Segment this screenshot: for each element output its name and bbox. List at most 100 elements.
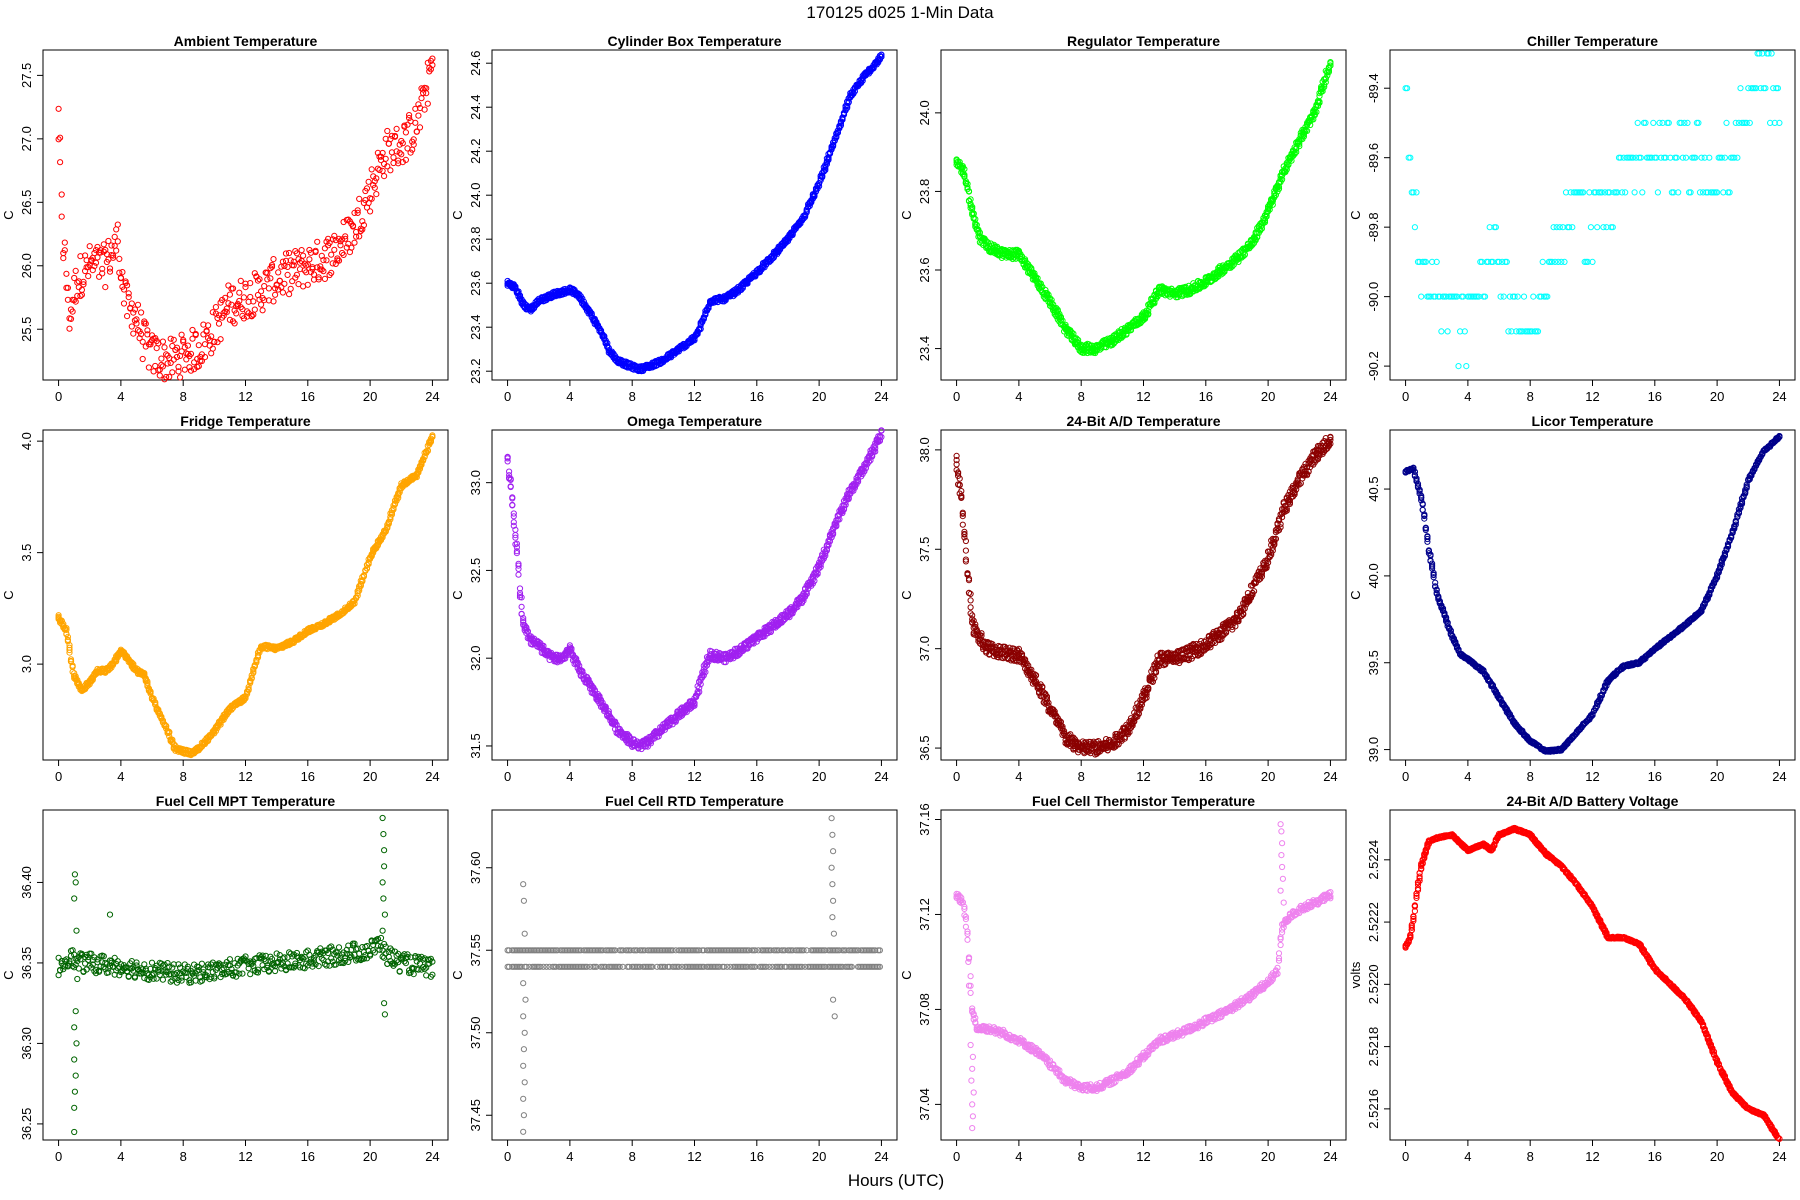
data-point [332, 260, 339, 267]
y-tick-label: -89.8 [1366, 212, 1381, 242]
x-tick-label: 20 [1710, 389, 1724, 404]
data-point [139, 338, 146, 345]
y-axis-label: C [450, 590, 465, 599]
data-point [71, 274, 78, 282]
x-tick-label: 8 [1527, 389, 1534, 404]
x-tick-label: 20 [363, 769, 377, 784]
data-point [240, 315, 247, 322]
data-point [181, 366, 188, 373]
x-tick-label: 24 [425, 389, 439, 404]
data-point [225, 300, 232, 307]
y-axis-label: C [899, 210, 914, 219]
x-tick-label: 0 [504, 389, 511, 404]
data-point [124, 282, 131, 289]
data-point [237, 304, 244, 311]
y-tick-label: 23.4 [917, 336, 932, 361]
data-point [69, 308, 76, 315]
data-point [198, 357, 205, 365]
data-point [342, 233, 349, 240]
data-point [293, 250, 300, 257]
y-tick-label: 25.5 [19, 317, 34, 342]
data-point [226, 316, 233, 323]
y-tick-label: 27.5 [19, 63, 34, 88]
data-point [125, 294, 132, 301]
data-point [1631, 189, 1638, 196]
data-point [429, 55, 436, 62]
data-point [1723, 119, 1730, 127]
data-point [203, 328, 210, 335]
data-point [402, 129, 409, 136]
data-point [192, 330, 199, 338]
data-point [134, 327, 142, 334]
y-tick-label: -90.2 [1366, 351, 1381, 381]
data-point [58, 213, 65, 220]
data-point [60, 250, 67, 257]
data-point [102, 284, 109, 291]
data-point [421, 106, 428, 113]
data-point [180, 337, 187, 344]
data-point [206, 342, 213, 349]
data-point [420, 86, 427, 93]
data-point [177, 374, 184, 381]
x-tick-label: 8 [180, 389, 187, 404]
data-point [236, 289, 243, 296]
data-point [167, 359, 174, 366]
data-point [402, 156, 409, 163]
data-point [697, 325, 704, 333]
data-point [371, 184, 378, 191]
data-point [261, 283, 268, 290]
x-tick-label: 4 [1015, 769, 1022, 784]
panel-title: Regulator Temperature [1067, 33, 1220, 49]
data-point [321, 275, 328, 282]
y-tick-label: 24.0 [917, 100, 932, 125]
data-point [393, 125, 400, 132]
data-point [156, 372, 163, 379]
x-tick-label: 16 [1199, 769, 1213, 784]
series-points [1402, 50, 1783, 370]
y-tick-label: 31.5 [468, 733, 483, 758]
data-point [169, 369, 176, 376]
data-point [345, 240, 352, 247]
data-point [110, 252, 117, 259]
series-points [953, 433, 1334, 758]
data-point [351, 239, 358, 246]
data-point [110, 254, 117, 261]
data-point [382, 155, 389, 162]
data-point [116, 255, 123, 262]
data-point [106, 268, 114, 275]
data-point [410, 141, 417, 148]
data-point [415, 101, 422, 108]
data-point [416, 124, 424, 131]
data-point [57, 159, 64, 166]
data-point [208, 333, 215, 340]
x-tick-label: 0 [1402, 389, 1409, 404]
series-points [504, 51, 885, 375]
data-point [331, 246, 338, 253]
data-point [183, 356, 190, 363]
data-point [523, 302, 530, 309]
y-axis-label: C [1348, 210, 1363, 219]
x-tick-label: 0 [953, 389, 960, 404]
data-point [429, 62, 436, 69]
data-point [189, 326, 196, 334]
data-point [290, 262, 297, 269]
data-point [99, 270, 106, 277]
x-tick-label: 12 [687, 769, 701, 784]
data-point [114, 238, 121, 245]
data-point [209, 345, 216, 352]
x-tick-label: 12 [1136, 389, 1150, 404]
data-point [61, 247, 68, 254]
data-point [57, 134, 64, 141]
data-point [191, 359, 198, 366]
data-point [282, 250, 290, 257]
data-point [323, 257, 330, 264]
data-point [159, 338, 166, 345]
y-tick-label: -90.0 [1366, 282, 1381, 312]
data-point [147, 341, 154, 348]
y-tick-label: 26.0 [19, 253, 34, 278]
y-tick-label: 23.8 [468, 227, 483, 252]
